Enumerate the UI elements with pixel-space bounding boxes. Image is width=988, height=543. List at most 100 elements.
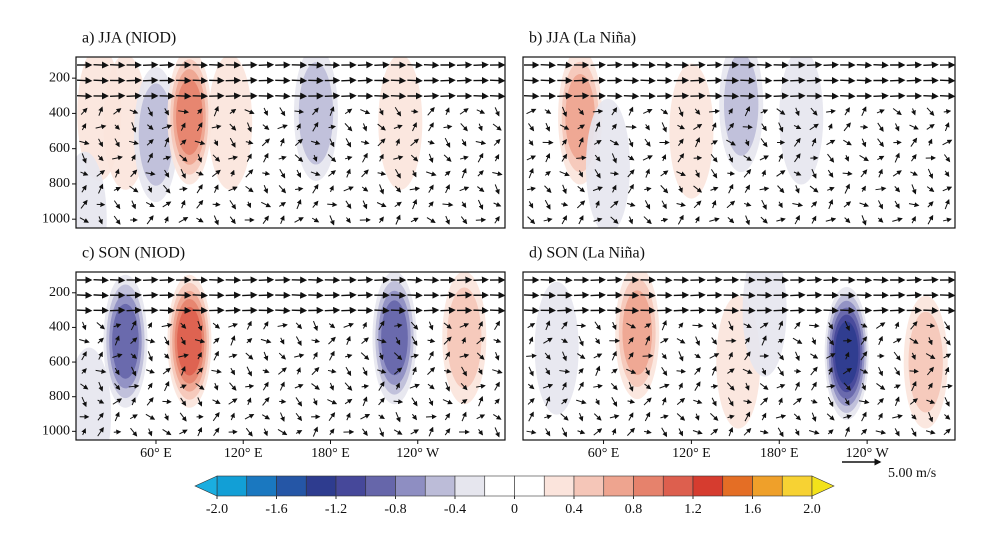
wind-vector [790, 291, 806, 299]
colorbar-label: 2.0 [803, 502, 821, 517]
wind-vector [113, 186, 122, 192]
wind-vector [544, 185, 552, 193]
anomaly [669, 63, 714, 199]
anomaly [534, 281, 579, 415]
wind-vector [209, 61, 225, 69]
wind-vector [844, 398, 850, 406]
wind-vector [263, 152, 269, 163]
wind-vector [711, 337, 718, 345]
wind-vector [147, 106, 153, 117]
wind-vector [279, 202, 287, 207]
wind-vector [164, 108, 169, 116]
wind-vector [426, 171, 437, 177]
wind-vector [445, 381, 451, 392]
wind-vector [927, 337, 933, 346]
wind-vector [911, 427, 917, 437]
wind-vector [593, 353, 603, 359]
wind-vector [561, 201, 569, 207]
wind-vector [329, 185, 334, 193]
wind-vector [428, 397, 434, 407]
wind-vector [760, 138, 768, 148]
wind-vector [873, 306, 889, 314]
wind-vector [275, 92, 291, 100]
wind-vector [329, 215, 335, 226]
wind-vector [709, 217, 720, 223]
wind-vector [76, 92, 93, 100]
wind-vector [609, 414, 620, 420]
wind-vector [873, 61, 889, 69]
wind-vector [759, 186, 770, 192]
wind-vector [540, 77, 557, 85]
colorbar-under [194, 475, 218, 497]
wind-vector [98, 351, 103, 360]
wind-vector [542, 383, 554, 389]
wind-vector [892, 414, 903, 420]
wind-vector [162, 429, 172, 436]
wind-vector [873, 276, 889, 284]
wind-vector [341, 92, 357, 100]
wind-vector [678, 351, 684, 362]
wind-vector [926, 399, 936, 405]
wind-vector [311, 383, 320, 390]
wind-vector [196, 367, 204, 375]
wind-vector [727, 122, 735, 131]
wind-vector [126, 92, 142, 100]
wind-vector [478, 396, 484, 407]
wind-vector [828, 199, 834, 210]
wind-vector [180, 168, 186, 179]
wind-vector [361, 186, 369, 192]
wind-vector [742, 368, 753, 374]
wind-vector [110, 92, 126, 100]
wind-vector [428, 426, 434, 437]
wind-vector [362, 367, 368, 376]
wind-vector [324, 92, 341, 100]
wind-vector [443, 124, 453, 130]
wind-vector [939, 306, 955, 314]
wind-vector [343, 322, 354, 328]
colorbar-label: 0.4 [565, 502, 583, 517]
wind-vector [246, 338, 253, 344]
wind-vector [877, 217, 884, 223]
wind-vector [130, 353, 137, 359]
wind-vector [423, 276, 440, 284]
wind-vector [390, 306, 407, 314]
wind-vector [362, 321, 367, 329]
wind-vector [826, 108, 836, 114]
wind-vector [179, 429, 188, 435]
wind-vector [611, 368, 618, 374]
wind-vector [844, 183, 850, 194]
wind-vector [130, 169, 138, 178]
wind-vector [723, 92, 740, 100]
wind-vector [440, 76, 456, 84]
wind-vector [230, 367, 236, 376]
wind-vector [828, 366, 833, 375]
wind-vector [775, 414, 787, 420]
wind-vector [593, 428, 603, 436]
wind-vector [196, 122, 203, 132]
wind-vector [778, 153, 783, 162]
wind-vector [707, 276, 723, 284]
wind-vector [98, 216, 103, 225]
wind-vector [828, 322, 834, 330]
wind-vector [443, 322, 452, 329]
wind-vector [143, 276, 159, 284]
wind-vector [278, 185, 287, 194]
wind-vector [840, 92, 856, 100]
wind-vector [410, 138, 419, 147]
wind-vector [147, 428, 153, 437]
wind-vector [196, 171, 204, 176]
wind-vector [228, 353, 238, 359]
wind-vector [878, 168, 883, 178]
wind-vector [114, 168, 120, 178]
wind-vector [561, 427, 567, 438]
wind-vector [197, 320, 203, 332]
wind-vector [576, 200, 586, 209]
wind-vector [626, 202, 636, 207]
wind-vector [197, 397, 203, 407]
wind-vector [390, 92, 407, 100]
wind-vector [313, 320, 318, 332]
wind-vector [280, 412, 285, 422]
y-tick-label: 200 [49, 285, 70, 300]
wind-vector [213, 337, 220, 344]
wind-vector [312, 154, 318, 162]
